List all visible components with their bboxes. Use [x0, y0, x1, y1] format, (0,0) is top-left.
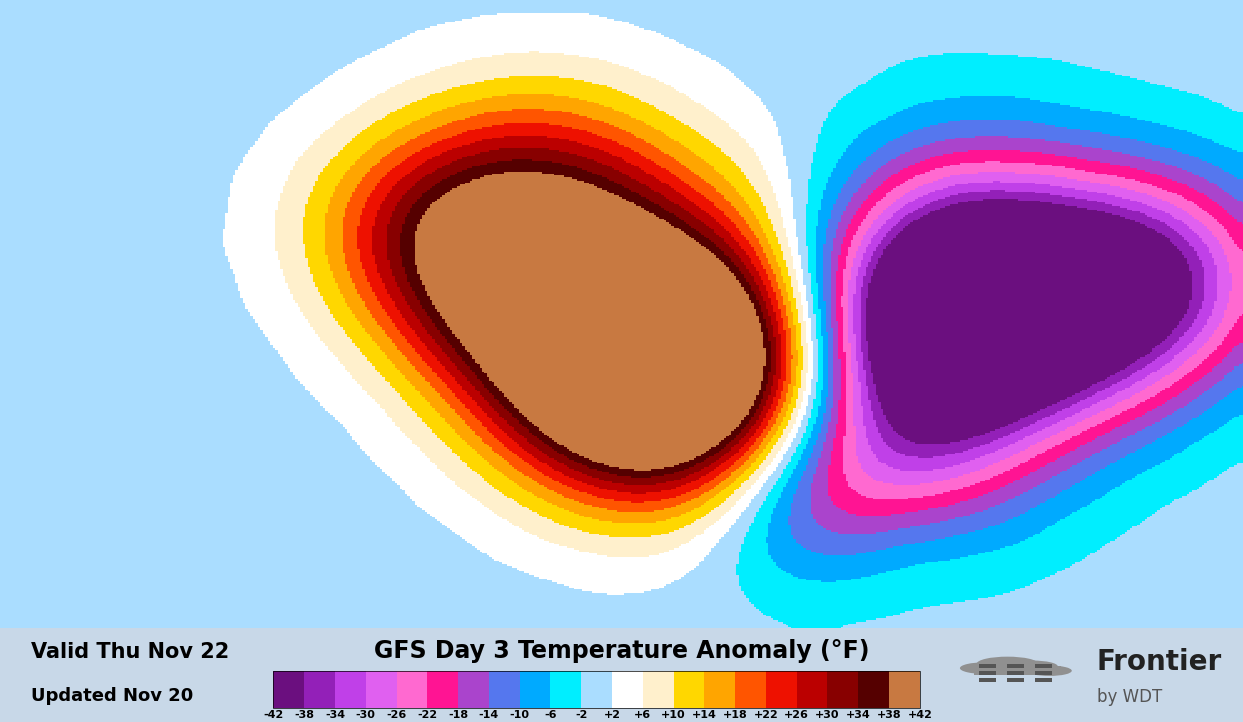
- Bar: [975, 666, 1060, 675]
- Bar: [1035, 671, 1052, 675]
- Bar: [1007, 678, 1024, 682]
- Text: Frontier: Frontier: [1096, 648, 1222, 676]
- Bar: [1007, 671, 1024, 675]
- Ellipse shape: [977, 657, 1038, 671]
- Text: by WDT: by WDT: [1096, 688, 1162, 705]
- Ellipse shape: [960, 662, 1011, 674]
- Text: Updated Nov 20: Updated Nov 20: [31, 687, 194, 705]
- Ellipse shape: [1007, 661, 1058, 672]
- Text: GFS Day 3 Temperature Anomaly (°F): GFS Day 3 Temperature Anomaly (°F): [374, 640, 869, 664]
- Bar: [1007, 664, 1024, 668]
- Bar: [979, 664, 997, 668]
- Bar: [1035, 664, 1052, 668]
- Text: Valid Thu Nov 22: Valid Thu Nov 22: [31, 642, 229, 661]
- Bar: [1035, 678, 1052, 682]
- Bar: [979, 678, 997, 682]
- Bar: [979, 671, 997, 675]
- Ellipse shape: [1027, 666, 1071, 676]
